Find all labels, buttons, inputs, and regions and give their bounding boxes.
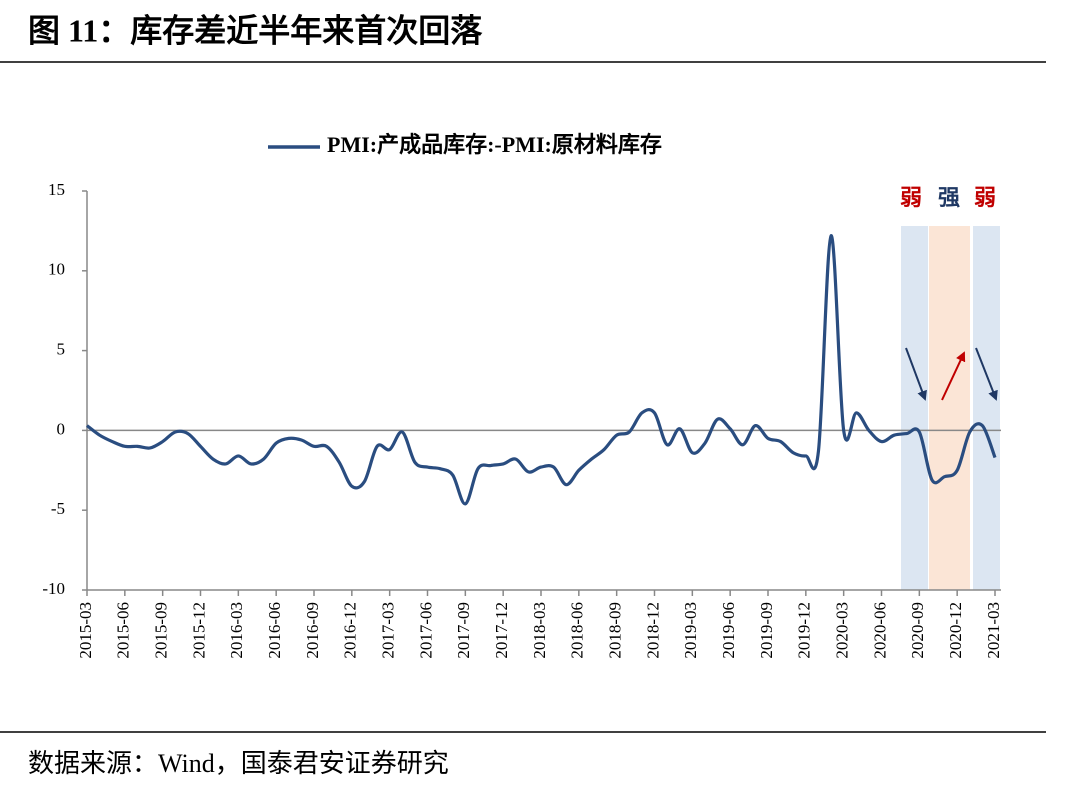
x-tick-label: 2018-06 [568,602,587,659]
y-tick-label: -10 [42,579,65,598]
x-tick-label: 2016-09 [303,602,322,659]
band [901,226,928,590]
annotation: 弱 [974,185,996,210]
x-tick-label: 2018-03 [530,602,549,659]
x-tick-label: 2021-03 [984,602,1003,659]
band [973,226,1000,590]
x-tick-label: 2019-12 [795,602,814,659]
x-tick-label: 2019-06 [719,602,738,659]
y-tick-label: -5 [51,499,65,518]
y-tick-label: 5 [57,340,66,359]
x-tick-label: 2015-03 [76,602,95,659]
x-tick-label: 2020-12 [946,602,965,659]
x-tick-label: 2020-06 [870,602,889,659]
band [929,226,970,590]
arrow [941,351,966,401]
y-tick-label: 10 [48,260,65,279]
x-tick-label: 2019-09 [757,602,776,659]
x-tick-label: 2017-03 [379,602,398,659]
source: 数据来源：Wind，国泰君安证券研究 [28,749,449,778]
x-tick-label: 2015-12 [189,602,208,659]
arrow [975,347,998,401]
series-line [86,234,997,506]
x-tick-label: 2018-09 [606,602,625,659]
x-tick-label: 2020-09 [908,602,927,659]
y-tick-label: 0 [57,419,66,438]
x-tick-label: 2020-03 [833,602,852,659]
annotation: 弱 [900,185,922,210]
y-tick-label: 15 [48,180,65,199]
x-tick-label: 2016-03 [227,602,246,659]
x-tick-label: 2015-09 [152,602,171,659]
x-tick-label: 2019-03 [681,602,700,659]
x-tick-label: 2015-06 [114,602,133,659]
title: 图 11：库存差近半年来首次回落 [28,12,483,48]
x-tick-label: 2016-12 [341,602,360,659]
x-tick-label: 2018-12 [643,602,662,659]
annotation: 强 [938,185,960,210]
x-tick-label: 2016-06 [265,602,284,659]
x-tick-label: 2017-06 [416,602,435,659]
legend-label: PMI:产成品库存:-PMI:原材料库存 [327,132,662,157]
x-tick-label: 2017-12 [492,602,511,659]
arrow [905,347,927,401]
x-tick-label: 2017-09 [454,602,473,659]
